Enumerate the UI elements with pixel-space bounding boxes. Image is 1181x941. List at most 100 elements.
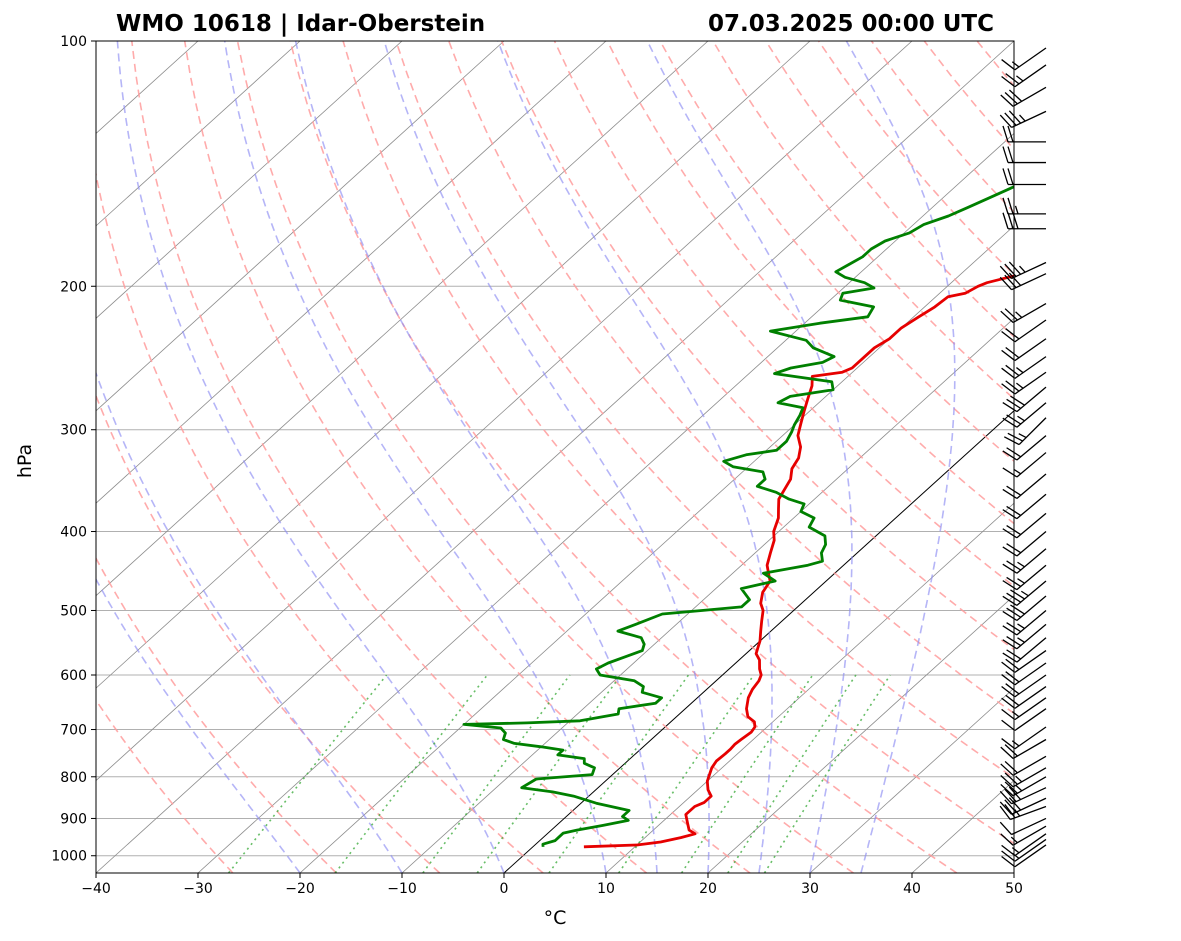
wind-barb-staff — [1016, 512, 1047, 539]
wind-barb-feather — [1006, 398, 1022, 409]
dry-adiabat — [1030, 41, 1181, 873]
wind-barb-feather — [1004, 274, 1017, 289]
wind-barb-feather — [1002, 610, 1018, 622]
wind-barb-feather — [1002, 639, 1018, 650]
isotherm-line — [96, 41, 607, 504]
wind-barb — [1002, 512, 1047, 539]
wind-barb-feather — [1002, 652, 1018, 663]
wind-barb-feather — [999, 805, 1011, 820]
wind-barb-half-feather — [1016, 75, 1024, 82]
dry-adiabat — [342, 41, 1014, 845]
wind-barb-staff — [1014, 47, 1047, 71]
wind-barb-feather — [1006, 414, 1022, 425]
wind-barb-feather — [1002, 450, 1018, 461]
wind-barb-feather — [1002, 546, 1018, 557]
wind-barb-feather — [999, 790, 1013, 805]
x-tick-label: 20 — [699, 881, 717, 897]
dry-adiabat — [395, 41, 1014, 779]
wind-barb-staff — [1016, 473, 1047, 499]
wind-barb-feather — [1002, 197, 1009, 215]
wind-barb-feather — [1005, 364, 1020, 377]
wind-barb-feather — [1002, 595, 1018, 606]
wind-barb — [1002, 197, 1046, 215]
wind-barb-feather — [1001, 719, 1016, 732]
isotherm-line — [299, 225, 1014, 873]
x-tick-label: 50 — [1005, 881, 1023, 897]
wind-barb-half-feather — [1017, 623, 1025, 630]
x-tick-label: −30 — [183, 881, 213, 897]
isotherm-line — [96, 41, 505, 412]
wind-barbs — [999, 47, 1047, 868]
wind-barb-staff — [1012, 755, 1047, 776]
wind-barb — [1000, 755, 1047, 776]
wind-barb-half-feather — [1011, 711, 1020, 718]
wind-barb-feather — [1000, 94, 1014, 107]
wind-barb — [999, 786, 1047, 805]
wind-barb-half-feather — [1013, 468, 1022, 475]
wind-barb — [999, 797, 1047, 815]
wind-barb — [1001, 64, 1047, 88]
isotherm-line — [401, 317, 1014, 873]
moist-adiabat — [497, 41, 773, 873]
wind-barb-staff — [1016, 595, 1047, 621]
wind-barb-feather — [1005, 671, 1020, 683]
wind-barb-staff — [1011, 817, 1047, 836]
wind-barb-half-feather — [1011, 61, 1020, 68]
wind-barb-feather — [1006, 543, 1022, 554]
isotherm-line — [96, 41, 811, 689]
wind-barb — [1002, 493, 1047, 520]
wind-barb-feather — [1001, 331, 1016, 343]
isotherm-line — [197, 132, 1014, 873]
wind-barb-staff — [1014, 64, 1047, 88]
wind-barb — [999, 110, 1047, 129]
temperature-line — [583, 274, 1014, 849]
wind-barb-feather — [1002, 488, 1018, 499]
wind-barb-staff — [1016, 493, 1047, 520]
wind-barb-feather — [1002, 467, 1018, 478]
wind-barb-half-feather — [1011, 847, 1020, 854]
wind-barb — [1001, 833, 1047, 857]
y-tick-label: 300 — [60, 423, 87, 439]
dry-adiabat — [870, 41, 1014, 214]
wind-barb-staff — [1014, 838, 1047, 862]
wind-barb — [1002, 146, 1046, 164]
y-tick-label: 900 — [60, 811, 87, 827]
y-tick-label: 600 — [60, 668, 87, 684]
dry-adiabat — [976, 41, 1014, 87]
wind-barb-feather — [1006, 592, 1022, 603]
wind-barb-staff — [1012, 86, 1047, 107]
wind-barb-feather — [1002, 212, 1009, 229]
wind-barb — [1002, 531, 1047, 557]
wind-barb — [1002, 623, 1047, 650]
wind-barb-staff — [1016, 531, 1047, 557]
wind-barb-feather — [1010, 589, 1025, 600]
wind-barb — [1001, 844, 1047, 868]
wind-barb-feather — [1007, 146, 1014, 163]
isotherm-line — [96, 41, 403, 319]
isotherm-line — [605, 502, 1014, 873]
wind-barb-feather — [1000, 310, 1014, 324]
wind-barb-feather — [1004, 799, 1017, 813]
wind-barb-feather — [1004, 112, 1017, 126]
wind-barb-feather — [999, 801, 1013, 815]
wind-barb — [1002, 473, 1047, 499]
wind-barb — [1002, 168, 1046, 186]
dry-adiabat — [183, 41, 751, 873]
wind-barb-feather — [1008, 786, 1022, 800]
wind-barb-half-feather — [1010, 836, 1018, 844]
wind-barb-half-feather — [1015, 311, 1023, 319]
wind-barb-feather — [1001, 686, 1016, 698]
wind-barb-feather — [999, 114, 1013, 128]
mixing-ratio-line — [548, 674, 690, 873]
wind-barb-feather — [1005, 694, 1020, 707]
wind-barb-feather — [1004, 263, 1017, 277]
wind-barb — [1002, 595, 1047, 622]
isotherm-line — [707, 595, 1014, 873]
wind-barb — [1002, 212, 1046, 230]
y-tick-label: 100 — [60, 34, 87, 50]
moist-adiabat — [223, 41, 607, 873]
wind-barb — [1002, 580, 1047, 606]
wind-barb-half-feather — [1019, 265, 1026, 273]
isotherm-line — [1013, 872, 1014, 873]
wind-barb-staff — [1016, 402, 1047, 428]
